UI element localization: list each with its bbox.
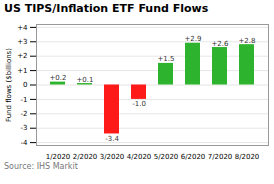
svg-text:8/2020: 8/2020 (235, 153, 260, 161)
svg-text:7/2020: 7/2020 (208, 153, 233, 161)
svg-text:+1.5: +1.5 (158, 55, 175, 63)
html-text:US TIPS/Inflation ETF Fund Flo: US TIPS/Inflation ETF Fund Flows (4, 2, 209, 15)
svg-text:-1.0: -1.0 (132, 100, 146, 108)
svg-text:+3: +3 (17, 38, 27, 46)
svg-text:-3: -3 (21, 124, 28, 132)
svg-text:6/2020: 6/2020 (181, 153, 206, 161)
svg-text:+2: +2 (17, 52, 27, 60)
svg-text:-1: -1 (21, 96, 28, 104)
svg-text:+2.9: +2.9 (185, 35, 202, 43)
html-text:Source: IHS Markit: Source: IHS Markit (4, 162, 78, 171)
svg-text:5/2020: 5/2020 (154, 153, 179, 161)
svg-text:+1: +1 (17, 67, 27, 75)
svg-text:-2: -2 (21, 110, 28, 118)
svg-text:-3.4: -3.4 (105, 135, 119, 143)
svg-text:+4: +4 (17, 24, 28, 32)
svg-text:1/2020: 1/2020 (46, 153, 71, 161)
svg-text:-4: -4 (21, 139, 29, 147)
svg-text:+2.8: +2.8 (239, 37, 256, 45)
svg-text:+2.6: +2.6 (212, 40, 230, 48)
svg-text:+0.1: +0.1 (77, 76, 94, 84)
svg-text:Fund flows ($billions): Fund flows ($billions) (5, 48, 13, 122)
svg-text:+0.2: +0.2 (50, 74, 67, 82)
svg-text:4/2020: 4/2020 (127, 153, 152, 161)
svg-text:3/2020: 3/2020 (100, 153, 125, 161)
svg-text:2/2020: 2/2020 (73, 153, 98, 161)
svg-text:0: 0 (23, 81, 27, 89)
